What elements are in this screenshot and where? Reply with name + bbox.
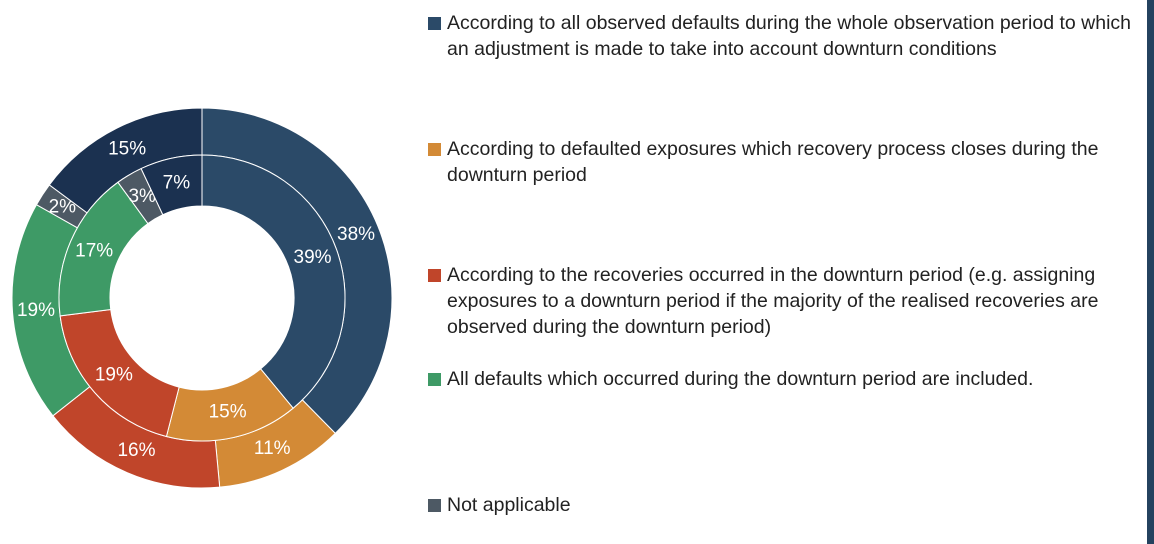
- data-label: 3%: [128, 186, 156, 207]
- data-label: 2%: [49, 196, 77, 217]
- data-label: 16%: [117, 440, 155, 461]
- data-label: 11%: [254, 438, 291, 459]
- chart: 38% 11% 16% 19% 2% 15% 39% 15% 19% 17% 3% 7%: [11, 107, 393, 489]
- legend-entry: According to defaulted exposures which r…: [428, 136, 1146, 188]
- legend-swatch: [428, 143, 441, 156]
- legend-swatch: [428, 17, 441, 30]
- donut-slice: [140, 154, 203, 216]
- legend-swatch: [428, 499, 441, 512]
- data-label: 15%: [108, 138, 146, 159]
- data-label: 19%: [17, 300, 55, 321]
- legend-entry: All defaults which occurred during the d…: [428, 366, 1146, 392]
- edge-bar: [1147, 0, 1154, 544]
- data-label: 19%: [95, 365, 133, 386]
- data-label: 39%: [294, 247, 332, 268]
- legend-label: According to the recoveries occurred in …: [447, 264, 1099, 338]
- legend-entry: Not applicable: [428, 492, 1146, 518]
- legend-entry: According to all observed defaults durin…: [428, 10, 1146, 62]
- legend-swatch: [428, 269, 441, 282]
- legend-label: According to all observed defaults durin…: [447, 12, 1131, 60]
- legend-swatch: [428, 373, 441, 386]
- donut-slice: [201, 154, 346, 409]
- data-label: 17%: [75, 240, 113, 261]
- data-label: 7%: [163, 172, 191, 193]
- legend-label: All defaults which occurred during the d…: [447, 368, 1034, 390]
- legend-label: According to defaulted exposures which r…: [447, 138, 1099, 186]
- data-label: 15%: [209, 402, 247, 423]
- legend-label: Not applicable: [447, 494, 571, 516]
- legend-entry: According to the recoveries occurred in …: [428, 262, 1146, 340]
- data-label: 38%: [337, 224, 375, 245]
